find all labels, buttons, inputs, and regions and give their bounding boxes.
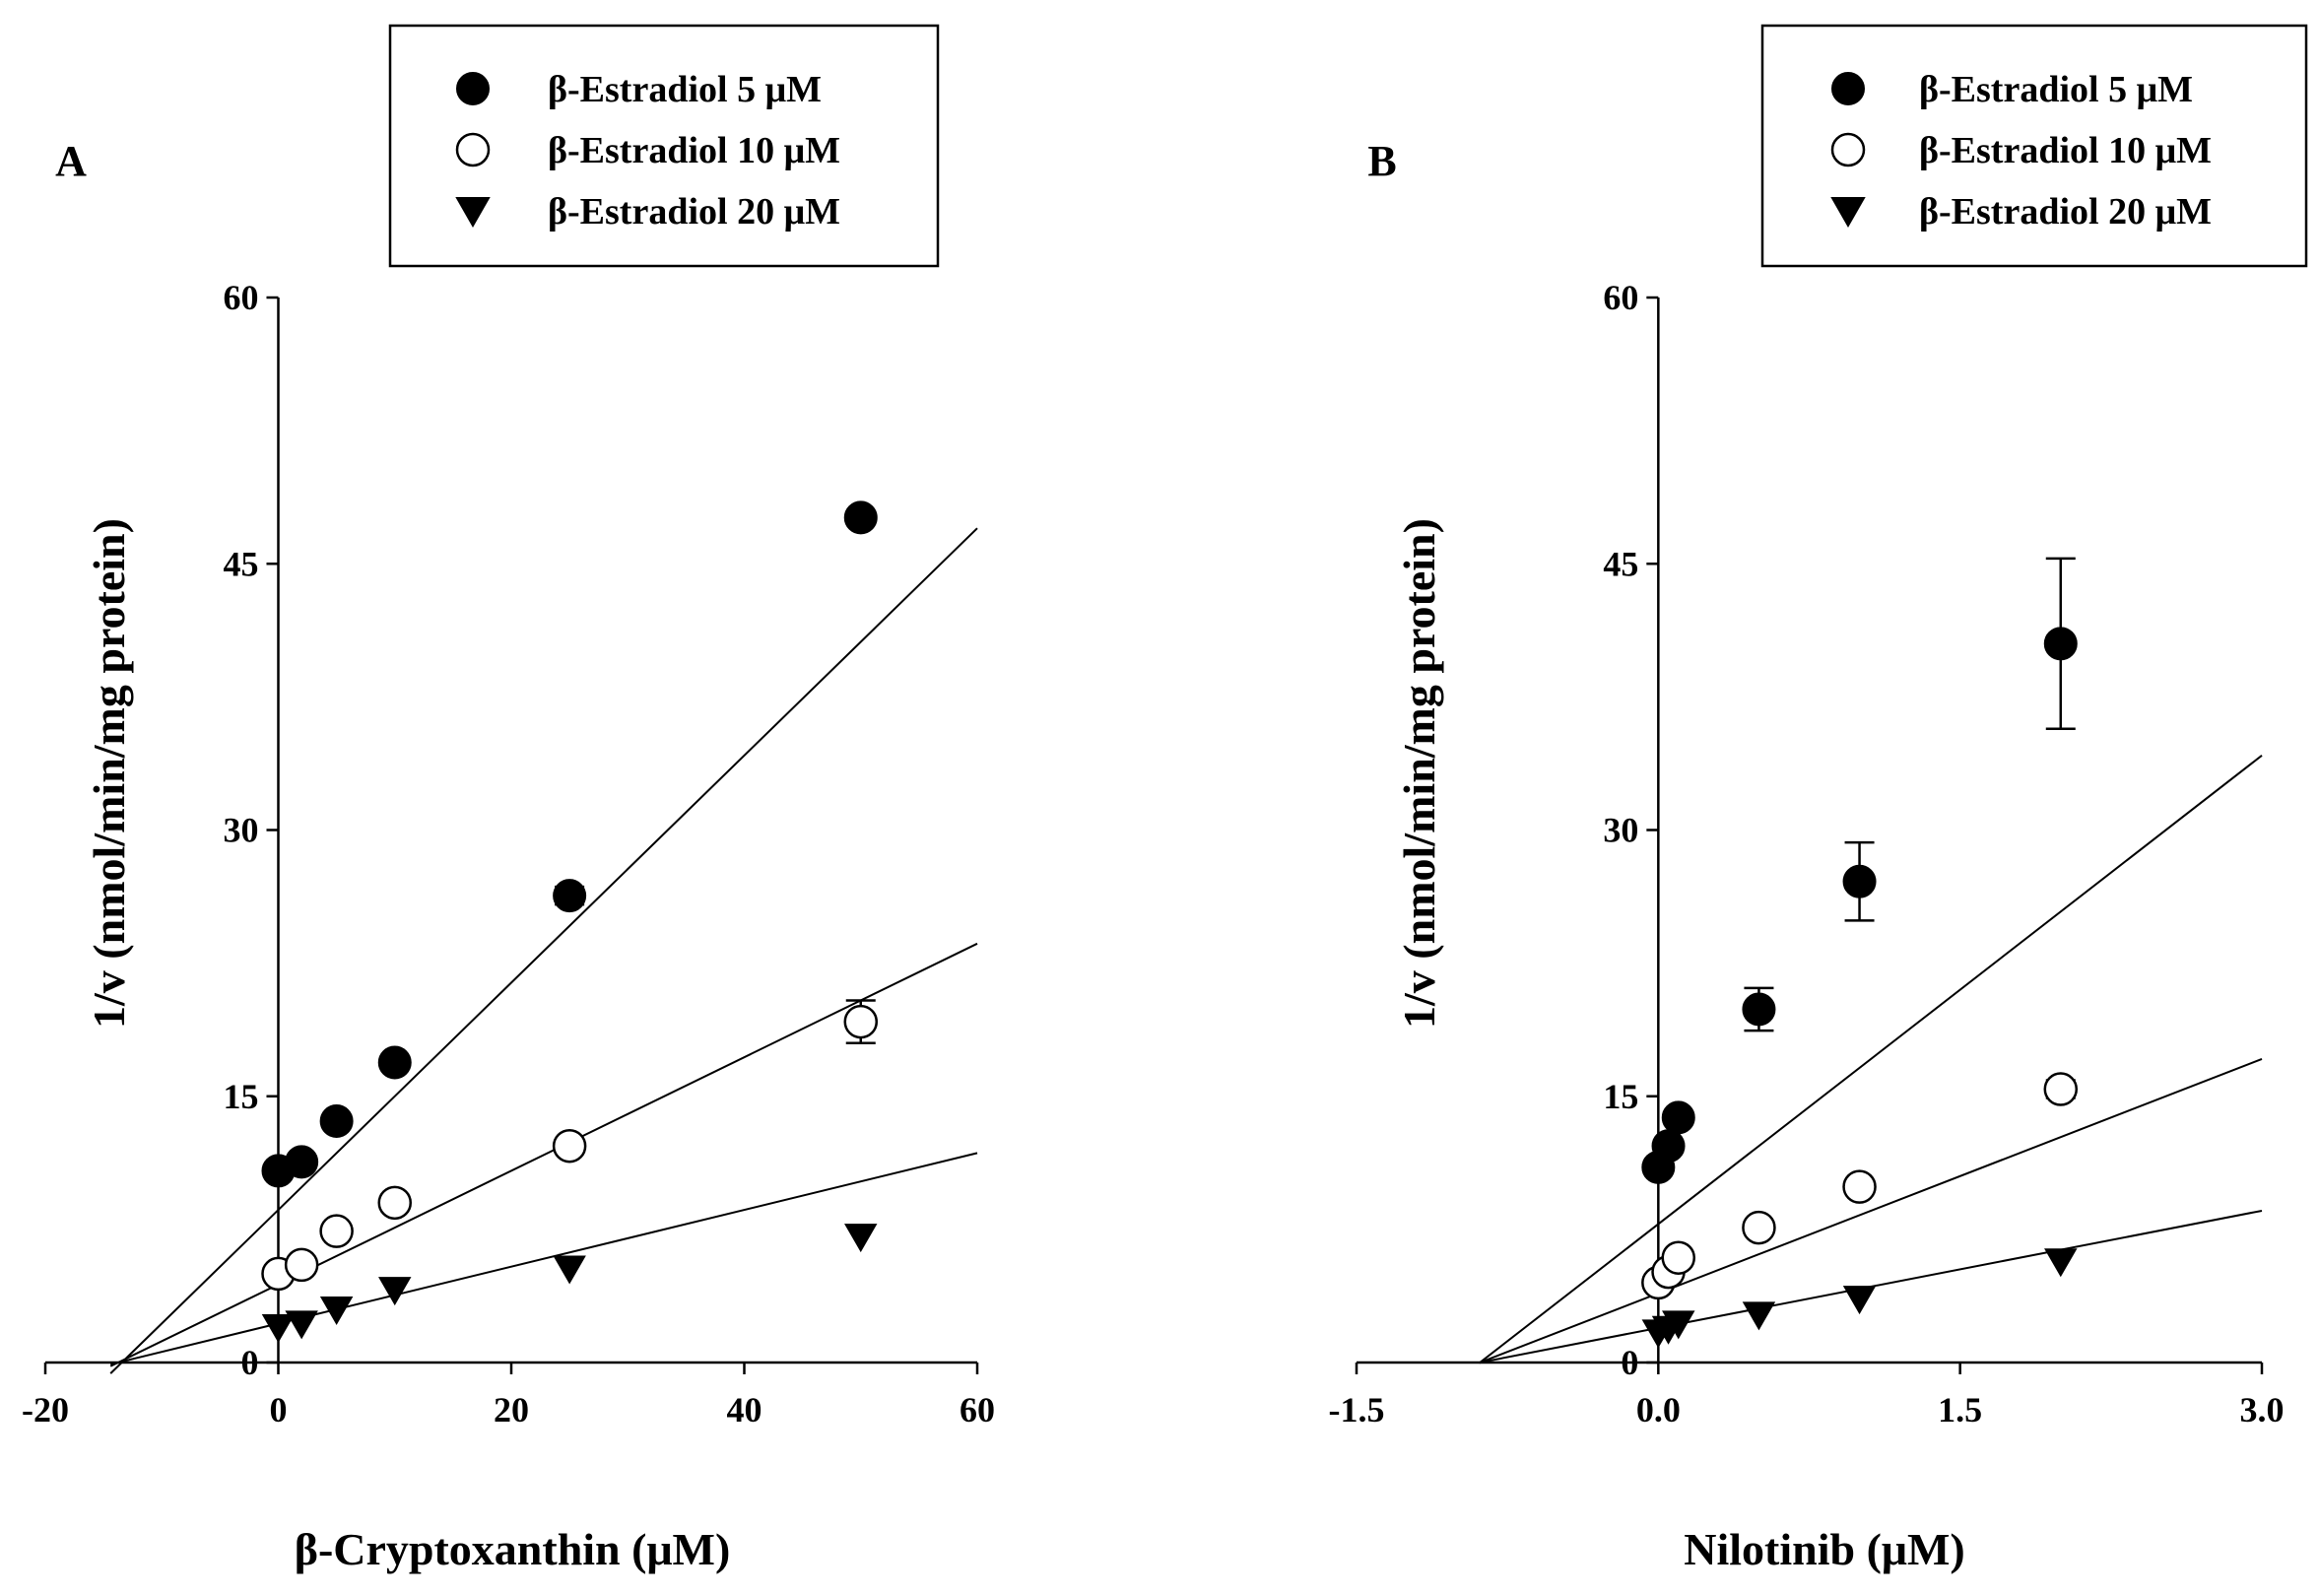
data-point — [1742, 992, 1776, 1027]
panel-b: B β-Estradiol 5 μM β-Estradiol 10 μM β-E… — [1329, 24, 2308, 1574]
fit-lines — [109, 527, 978, 1374]
data-point — [319, 1296, 354, 1325]
legend-label: β-Estradiol 10 μM — [1919, 130, 2212, 171]
data-point — [1662, 1310, 1695, 1340]
x-tick-label: 3.0 — [2240, 1390, 2285, 1430]
fit-lines — [1478, 755, 2263, 1364]
data-point — [285, 1310, 318, 1340]
data-points — [1641, 557, 2079, 1349]
data-point — [377, 1185, 412, 1221]
data-point — [1742, 1210, 1776, 1245]
y-axis-label: 1/v (nmol/min/mg protein) — [84, 518, 134, 1029]
legend-label: β-Estradiol 10 μM — [548, 130, 840, 171]
data-point — [284, 1247, 319, 1283]
data-points — [261, 500, 878, 1343]
y-tick-label: 15 — [1603, 1077, 1638, 1116]
axes: -20 0 20 40 60 0 15 30 45 60 — [22, 278, 995, 1430]
legend-marker — [455, 132, 491, 167]
legend-marker — [455, 197, 491, 229]
data-point — [1742, 1301, 1776, 1331]
x-axis-label: Nilotinib (μM) — [1684, 1524, 1964, 1574]
data-point — [1842, 864, 1877, 898]
legend-label: β-Estradiol 5 μM — [1919, 69, 2193, 110]
legend: β-Estradiol 5 μM β-Estradiol 10 μM β-Est… — [388, 24, 940, 268]
panel-label: B — [1367, 137, 1396, 185]
data-point — [844, 1224, 878, 1253]
data-point — [1842, 1169, 1877, 1204]
x-axis-label: β-Cryptoxanthin (μM) — [295, 1524, 731, 1574]
x-tick-label: 20 — [494, 1390, 529, 1430]
x-tick-label: -20 — [22, 1390, 69, 1430]
x-tick-label: 0 — [270, 1390, 288, 1430]
data-point — [843, 1004, 878, 1039]
data-point — [1661, 1240, 1696, 1275]
legend-marker — [1830, 132, 1866, 167]
legend-marker — [1831, 72, 1865, 105]
legend-label: β-Estradiol 20 μM — [548, 191, 840, 233]
legend-marker — [456, 72, 490, 105]
data-point — [553, 879, 587, 913]
data-point — [1842, 1286, 1877, 1315]
y-tick-label: 15 — [224, 1077, 259, 1116]
data-point — [2043, 627, 2078, 661]
data-point — [553, 1255, 586, 1285]
legend-marker — [1830, 197, 1866, 229]
y-tick-label: 0 — [1621, 1343, 1638, 1382]
y-tick-label: 30 — [224, 811, 259, 850]
fit-line — [1479, 1057, 2263, 1364]
data-point — [261, 1313, 296, 1343]
data-point — [319, 1214, 354, 1248]
data-point — [319, 1103, 354, 1138]
y-axis-label: 1/v (nmol/min/mg protein) — [1394, 518, 1444, 1029]
y-tick-label: 30 — [1603, 811, 1638, 850]
fit-line — [109, 942, 978, 1367]
data-point — [1651, 1129, 1686, 1164]
x-tick-label: -1.5 — [1329, 1390, 1385, 1430]
data-point — [378, 1277, 412, 1306]
x-tick-label: 60 — [960, 1390, 995, 1430]
y-tick-label: 60 — [224, 278, 259, 317]
y-tick-label: 45 — [224, 544, 259, 583]
y-tick-label: 45 — [1603, 544, 1638, 583]
legend-label: β-Estradiol 20 μM — [1919, 191, 2212, 233]
legend: β-Estradiol 5 μM β-Estradiol 10 μM β-Est… — [1760, 24, 2308, 268]
legend-label: β-Estradiol 5 μM — [548, 69, 822, 110]
x-tick-label: 1.5 — [1938, 1390, 1982, 1430]
data-point — [843, 500, 878, 535]
fit-line — [1478, 755, 2263, 1364]
panel-label: A — [55, 137, 87, 185]
fit-line — [109, 1152, 978, 1365]
panel-a: A β-Estradiol 5 μM β-Estradiol 10 μM β-E… — [22, 24, 995, 1574]
x-tick-label: 40 — [727, 1390, 762, 1430]
y-tick-label: 60 — [1603, 278, 1638, 317]
data-point — [1661, 1100, 1695, 1135]
axes: -1.5 0.0 1.5 3.0 0 15 30 45 60 — [1329, 278, 2285, 1430]
data-point — [2044, 1248, 2078, 1278]
data-point — [377, 1045, 412, 1080]
fit-line — [109, 527, 978, 1374]
y-tick-label: 0 — [241, 1343, 259, 1382]
data-point — [2043, 1072, 2079, 1106]
data-point — [285, 1145, 319, 1179]
data-point — [552, 1128, 587, 1164]
x-tick-label: 0.0 — [1636, 1390, 1681, 1430]
